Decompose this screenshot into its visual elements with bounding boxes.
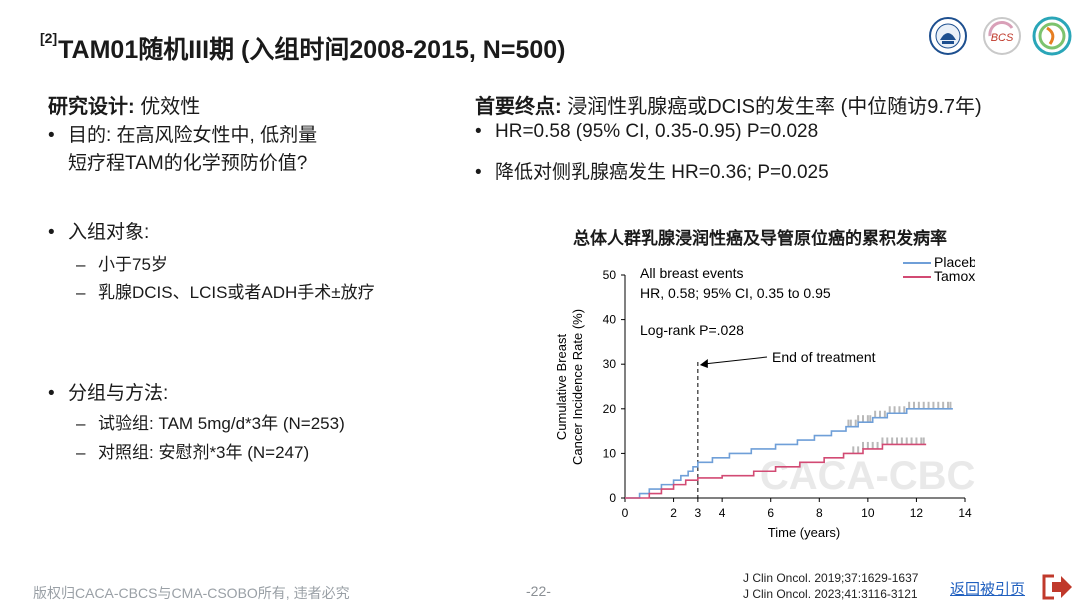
reference-1: J Clin Oncol. 2019;37:1629-1637	[743, 571, 919, 585]
ribbon-logo-graphic	[1032, 16, 1072, 56]
legend-label: Tamoxifen	[934, 268, 975, 284]
reference-2: J Clin Oncol. 2023;41:3116-3121	[743, 587, 918, 601]
x-tick-label: 6	[767, 506, 774, 520]
y-tick-label: 0	[609, 491, 616, 505]
copyright-notice: 版权归CACA-CBCS与CMA-CSOBO所有, 违者必究	[33, 585, 350, 601]
endpoint-heading: 首要终点: 浸润性乳腺癌或DCIS的发生率 (中位随访9.7年)	[475, 90, 982, 119]
exit-icon-graphic	[1042, 574, 1072, 600]
population-bullet: • 入组对象:	[48, 219, 149, 247]
y-tick-label: 50	[603, 268, 617, 282]
x-axis-label: Time (years)	[768, 525, 840, 540]
groups-bullet: • 分组与方法:	[48, 380, 168, 408]
purpose-line1: 目的: 在高风险女性中, 低剂量	[68, 125, 318, 146]
y-axis-label-line2: Cancer Incidence Rate (%)	[570, 309, 585, 465]
seal-logo-graphic	[929, 17, 967, 55]
page-number: -22-	[526, 583, 551, 599]
purpose-line2: 短疗程TAM的化学预防价值?	[68, 153, 308, 174]
result-text: 降低对侧乳腺癌发生 HR=0.36; P=0.025	[495, 162, 829, 183]
legend-label: Placebo	[934, 255, 975, 270]
bcs-logo-text: BCS	[991, 32, 1014, 44]
endpoint-label: 首要终点:	[475, 96, 562, 118]
y-ticks: 0 10 20 30 40 50	[603, 268, 625, 505]
bcs-logo-graphic: BCS	[983, 17, 1021, 55]
reference-marker: [2]	[40, 30, 58, 46]
result-bullet: • 降低对侧乳腺癌发生 HR=0.36; P=0.025	[475, 159, 829, 187]
exit-icon[interactable]	[1040, 572, 1074, 607]
end-of-treatment-arrowhead	[699, 359, 708, 368]
group-item: – 对照组: 安慰剂*3年 (N=247)	[76, 443, 310, 462]
end-of-treatment-arrow	[703, 356, 768, 365]
population-label: 入组对象:	[68, 222, 150, 243]
population-item: – 小于75岁	[76, 255, 168, 274]
groups-label: 分组与方法:	[68, 383, 169, 404]
x-tick-label: 0	[622, 506, 629, 520]
x-tick-label: 10	[861, 506, 875, 520]
censor-marks	[847, 401, 952, 454]
y-tick-label: 40	[603, 313, 617, 327]
annotation-line3: Log-rank P=.028	[640, 322, 744, 338]
legend: PlaceboTamoxifen	[903, 255, 975, 284]
page-title: [2]TAM01随机III期 (入组时间2008-2015, N=500)	[40, 30, 565, 66]
y-tick-label: 20	[603, 402, 617, 416]
population-item-text: 乳腺DCIS、LCIS或者ADH手术±放疗	[98, 283, 375, 302]
watermark: CACA-CBCS	[760, 454, 975, 498]
bullet-dot: •	[48, 383, 55, 404]
series-line-tamoxifen	[625, 443, 927, 499]
y-axis-label-line1: Cumulative Breast	[554, 334, 569, 441]
y-tick-label: 30	[603, 357, 617, 371]
group-item-text: 试验组: TAM 5mg/d*3年 (N=253)	[98, 414, 345, 433]
y-tick-label: 10	[603, 446, 617, 460]
result-bullet: • HR=0.58 (95% CI, 0.35-0.95) P=0.028	[475, 118, 818, 146]
bullet-dot: •	[48, 222, 55, 243]
annotation-line2: HR, 0.58; 95% CI, 0.35 to 0.95	[640, 285, 831, 301]
seal-logo	[928, 16, 968, 56]
x-ticks: 0 2 3 4 6 8 10 12 14	[622, 498, 972, 520]
design-heading: 研究设计: 优效性	[48, 90, 200, 119]
endpoint-value: 浸润性乳腺癌或DCIS的发生率 (中位随访9.7年)	[561, 96, 982, 118]
annotation-line1: All breast events	[640, 265, 744, 281]
page-title-text: TAM01随机III期 (入组时间2008-2015, N=500)	[58, 36, 566, 64]
result-text: HR=0.58 (95% CI, 0.35-0.95) P=0.028	[495, 121, 819, 142]
population-item-text: 小于75岁	[98, 255, 168, 274]
end-of-treatment-label: End of treatment	[772, 349, 876, 365]
x-tick-label: 2	[670, 506, 677, 520]
design-value: 优效性	[134, 96, 201, 118]
population-item: – 乳腺DCIS、LCIS或者ADH手术±放疗	[76, 283, 375, 302]
x-tick-label: 8	[816, 506, 823, 520]
x-tick-label: 4	[719, 506, 726, 520]
group-item: – 试验组: TAM 5mg/d*3年 (N=253)	[76, 414, 345, 433]
bullet-dot: •	[48, 125, 55, 146]
ribbon-logo	[1032, 16, 1072, 56]
design-label: 研究设计:	[48, 96, 135, 118]
series-line-placebo	[625, 408, 953, 499]
series-lines	[625, 408, 953, 499]
chart-title: 总体人群乳腺浸润性癌及导管原位癌的累积发病率	[573, 229, 947, 248]
x-tick-label: 12	[910, 506, 924, 520]
back-to-reference-link[interactable]: 返回被引页	[950, 581, 1026, 598]
bullet-dot: •	[475, 162, 482, 183]
purpose-bullet: • 目的: 在高风险女性中, 低剂量 短疗程TAM的化学预防价值?	[48, 122, 317, 178]
bcs-logo: BCS	[982, 16, 1022, 56]
group-item-text: 对照组: 安慰剂*3年 (N=247)	[98, 443, 310, 462]
x-tick-label: 3	[695, 506, 702, 520]
km-chart: CACA-CBCS 0 10 20 30 40 50 0 2 3 4 6 8 10 12 14 Cumul…	[554, 255, 975, 540]
bullet-dot: •	[475, 121, 482, 142]
x-tick-label: 14	[958, 506, 972, 520]
